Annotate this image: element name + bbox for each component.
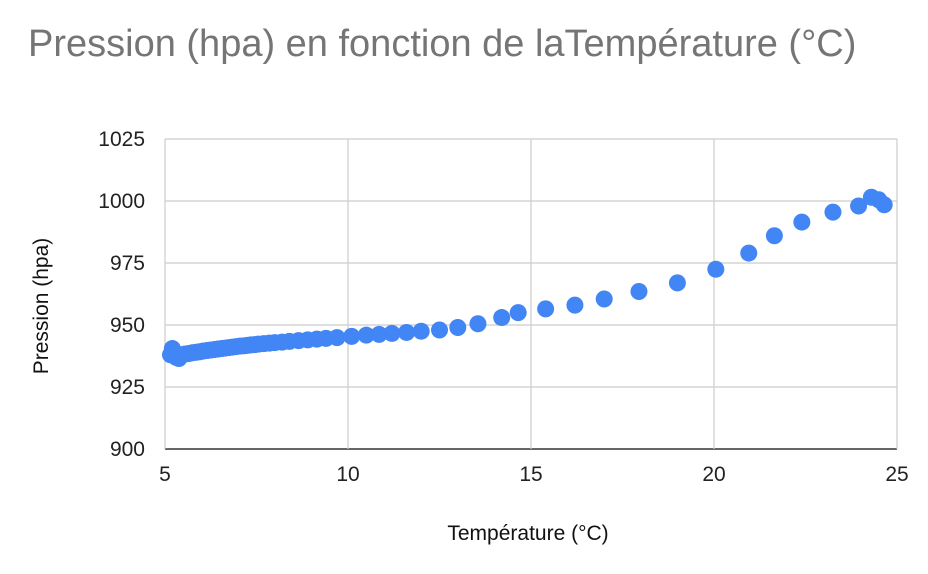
data-point xyxy=(875,196,893,214)
data-point xyxy=(398,323,416,341)
data-point xyxy=(412,322,430,340)
data-point xyxy=(343,327,361,345)
y-tick-label: 1000 xyxy=(98,190,145,213)
data-point xyxy=(493,309,511,327)
data-point xyxy=(449,318,467,336)
data-point xyxy=(357,326,375,344)
y-axis-label: Pression (hpa) xyxy=(30,238,53,375)
data-point xyxy=(431,321,448,339)
data-point xyxy=(595,290,613,308)
data-point xyxy=(566,296,584,314)
grid xyxy=(164,138,898,450)
chart-title: Pression (hpa) en fonction de laTempérat… xyxy=(28,23,857,65)
y-tick-label: 1025 xyxy=(98,128,145,151)
x-tick-label: 15 xyxy=(519,463,542,486)
data-point xyxy=(765,227,783,245)
data-point xyxy=(707,260,725,278)
data-point xyxy=(370,325,388,343)
data-points xyxy=(161,188,893,367)
x-tick-label: 25 xyxy=(885,463,908,486)
y-tick-label: 950 xyxy=(110,314,145,337)
tick-labels: 900 925 950 975 1000 1025 5 10 15 20 25 xyxy=(98,128,908,486)
data-point xyxy=(850,197,868,215)
data-point xyxy=(469,315,487,333)
y-tick-label: 900 xyxy=(110,438,145,461)
data-point xyxy=(793,213,811,231)
data-point xyxy=(740,244,758,262)
data-point xyxy=(509,304,527,322)
data-point xyxy=(383,324,401,342)
data-point xyxy=(668,274,686,292)
data-point xyxy=(328,329,346,347)
y-tick-label: 925 xyxy=(110,376,145,399)
x-axis-label: Température (°C) xyxy=(447,522,608,545)
x-tick-label: 10 xyxy=(336,463,359,486)
x-tick-label: 5 xyxy=(159,463,171,486)
x-tick-label: 20 xyxy=(702,463,725,486)
y-tick-label: 975 xyxy=(110,252,145,275)
data-point xyxy=(630,283,648,301)
data-point xyxy=(537,300,555,318)
data-point xyxy=(824,203,842,221)
